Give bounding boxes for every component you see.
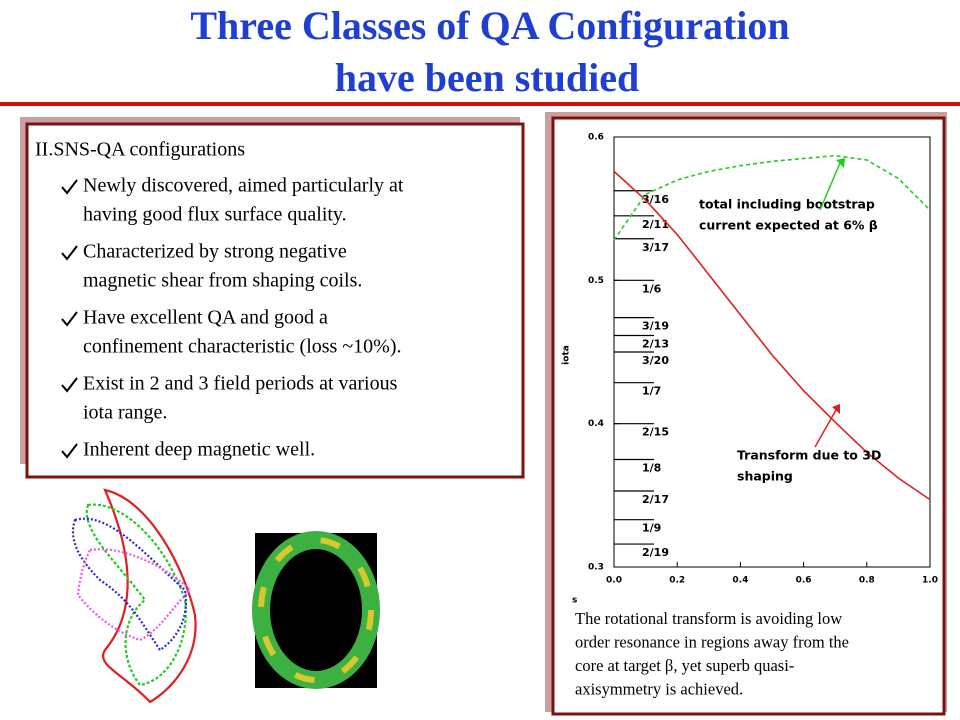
- caption-line: order resonance in regions away from the: [575, 632, 849, 651]
- y-axis-label: iota: [562, 345, 572, 365]
- annotation: shaping: [737, 469, 793, 484]
- resonance-label: 2/13: [642, 338, 669, 351]
- y-tick-label: 0.4: [588, 419, 604, 429]
- y-tick-label: 0.3: [588, 563, 604, 573]
- resonance-label: 3/19: [642, 320, 669, 333]
- caption-line: axisymmetry is achieved.: [575, 679, 743, 698]
- y-tick-label: 0.5: [588, 276, 604, 286]
- x-tick-label: 0.8: [859, 576, 875, 586]
- series-line: [613, 154, 931, 241]
- resonance-label: 2/11: [642, 218, 669, 231]
- resonance-label: 2/15: [642, 426, 669, 439]
- resonance-label: 1/6: [642, 282, 662, 295]
- x-tick-label: 1.0: [922, 576, 938, 586]
- x-tick-label: 0.4: [732, 576, 748, 586]
- series-line: [613, 170, 931, 501]
- check-icon: [61, 377, 78, 393]
- chart-box: [551, 116, 946, 716]
- title: have been studied: [335, 55, 640, 100]
- bullet-text: magnetic shear from shaping coils.: [83, 270, 362, 292]
- x-axis-label: s: [572, 596, 577, 606]
- caption-line: The rotational transform is avoiding low: [575, 609, 842, 628]
- resonance-label: 3/20: [642, 354, 669, 367]
- y-tick-label: 0.6: [588, 133, 604, 143]
- bullet-text: iota range.: [83, 402, 167, 424]
- caption: The rotational transform is avoiding low…: [575, 609, 849, 699]
- caption-line: core at target β, yet superb quasi-: [575, 656, 794, 675]
- arrow: [819, 162, 841, 211]
- heading: II.SNS-QA configurations: [35, 139, 245, 161]
- bullet-text: Inherent deep magnetic well.: [83, 439, 315, 461]
- text-box: [25, 122, 525, 479]
- cross-sections: [71, 488, 197, 704]
- arrow: [814, 409, 837, 448]
- arrowhead: [836, 158, 845, 168]
- x-tick-label: 0.0: [606, 576, 622, 586]
- resonance-label: 2/19: [642, 546, 669, 559]
- bullet-text: having good flux surface quality.: [83, 204, 347, 226]
- x-tick-label: 0.6: [796, 576, 812, 586]
- bullet-text: Exist in 2 and 3 field periods at variou…: [83, 373, 398, 395]
- check-icon: [61, 443, 78, 459]
- check-icon: [61, 179, 78, 195]
- bullet-text: confinement characteristic (loss ~10%).: [83, 336, 401, 358]
- check-icon: [61, 311, 78, 327]
- title: Three Classes of QA Configuration: [190, 3, 789, 48]
- resonance-label: 1/9: [642, 522, 661, 535]
- torus-shading: [258, 537, 374, 683]
- chart: 0.30.40.50.60.0 0.2 0.4 0.6 0.8 1.0siota3/162…: [562, 133, 938, 606]
- bullet-text: Newly discovered, aimed particularly at: [83, 175, 404, 197]
- bullet-text: Have excellent QA and good a: [83, 307, 328, 329]
- resonance-label: 3/17: [642, 241, 669, 254]
- bullet-text: Characterized by strong negative: [83, 241, 347, 263]
- annotation: Transform due to 3D: [737, 448, 881, 463]
- annotation: total including bootstrap: [699, 197, 875, 212]
- x-tick-label: 0.2: [669, 576, 685, 586]
- resonance-label: 1/8: [642, 462, 661, 475]
- annotation: current expected at 6% β: [699, 218, 878, 233]
- resonance-label: 2/17: [642, 493, 669, 506]
- resonance-label: 1/7: [642, 385, 661, 398]
- arrowhead: [832, 404, 840, 414]
- check-icon: [61, 245, 78, 261]
- left-panel: II.SNS-QA configurations Newly discovered…: [35, 139, 404, 461]
